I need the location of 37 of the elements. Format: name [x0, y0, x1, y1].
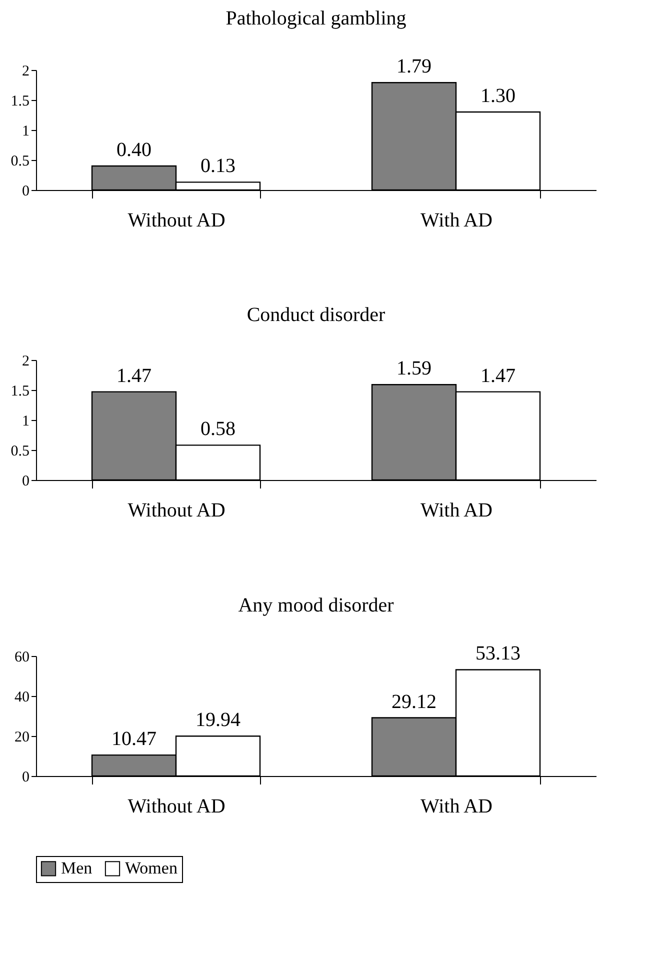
y-tick-label: 0: [22, 474, 30, 490]
x-tick-label: Without AD: [128, 500, 226, 522]
chart-title: Pathological gambling: [226, 8, 406, 30]
data-label: 10.47: [112, 728, 156, 750]
y-tick-label: 0: [22, 770, 30, 786]
data-label: 0.58: [200, 418, 236, 440]
x-tick-label: Without AD: [128, 796, 226, 818]
y-tick-label: 40: [14, 690, 30, 706]
y-tick-label: 1.5: [10, 384, 30, 400]
data-label: 1.47: [480, 364, 516, 387]
data-label: 1.47: [116, 364, 152, 387]
x-tick-label: Without AD: [128, 210, 226, 232]
data-label: 1.59: [396, 358, 432, 380]
data-label: 53.13: [476, 642, 520, 665]
chart-title: Any mood disorder: [238, 594, 394, 617]
y-tick-label: 2: [22, 64, 30, 80]
y-tick-label: 0.5: [10, 154, 30, 170]
data-label: 19.94: [196, 709, 240, 732]
y-tick-label: 1: [22, 414, 30, 430]
y-tick-label: 60: [14, 650, 30, 666]
data-label: 29.12: [392, 690, 436, 713]
y-tick-label: 0.5: [10, 444, 30, 460]
y-tick-label: 0: [22, 184, 30, 200]
x-tick-label: With AD: [420, 796, 492, 818]
legend-label: Women: [125, 858, 178, 878]
x-tick-label: With AD: [420, 500, 492, 522]
chart-title: Conduct disorder: [246, 304, 386, 326]
y-tick-label: 20: [14, 730, 30, 746]
y-tick-label: 1: [22, 124, 30, 140]
data-label: 0.13: [200, 155, 236, 178]
data-label: 1.79: [396, 56, 432, 78]
legend-label: Men: [61, 858, 93, 878]
data-label: 1.30: [480, 85, 516, 107]
data-label: 0.40: [116, 139, 152, 161]
y-tick-label: 2: [22, 354, 30, 370]
x-tick-label: With AD: [420, 210, 492, 232]
y-tick-label: 1.5: [10, 94, 30, 110]
